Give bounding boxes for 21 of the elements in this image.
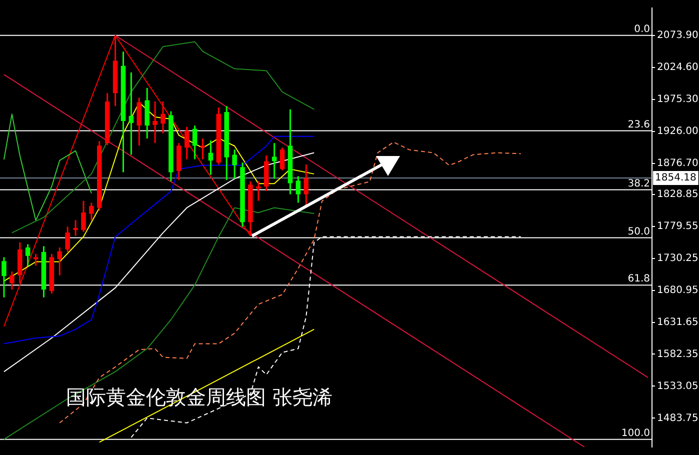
y-tick-label: 2024.60 bbox=[657, 62, 698, 74]
annotation: 100.0 bbox=[621, 428, 650, 440]
y-tick-label: 1779.55 bbox=[657, 220, 698, 232]
annotation: 0.0 bbox=[634, 24, 650, 36]
y-tick-label: 1876.70 bbox=[657, 158, 698, 169]
y-tick-label: 1926.00 bbox=[657, 126, 698, 137]
y-tick-label: 1975.30 bbox=[657, 94, 698, 106]
annotation: 50.0 bbox=[628, 226, 650, 238]
y-tick-label: 1680.95 bbox=[657, 284, 698, 296]
y-tick-label: 1631.65 bbox=[657, 316, 698, 328]
annotation: 38.2 bbox=[628, 178, 650, 190]
annotation: 23.6 bbox=[628, 119, 650, 130]
annotation: 61.8 bbox=[628, 274, 650, 285]
ref-line-label: 1854.18 bbox=[655, 172, 696, 184]
y-tick-label: 1533.05 bbox=[657, 380, 698, 392]
text: 国际黄金伦敦金周线图 张尧浠 bbox=[66, 384, 332, 411]
y-tick-label: 1483.75 bbox=[657, 412, 698, 424]
y-tick-label: 1582.35 bbox=[657, 348, 698, 360]
y-tick-label: 1730.25 bbox=[657, 252, 698, 264]
y-tick-label: 1828.85 bbox=[657, 188, 698, 200]
y-tick-label: 2073.90 bbox=[657, 30, 698, 42]
